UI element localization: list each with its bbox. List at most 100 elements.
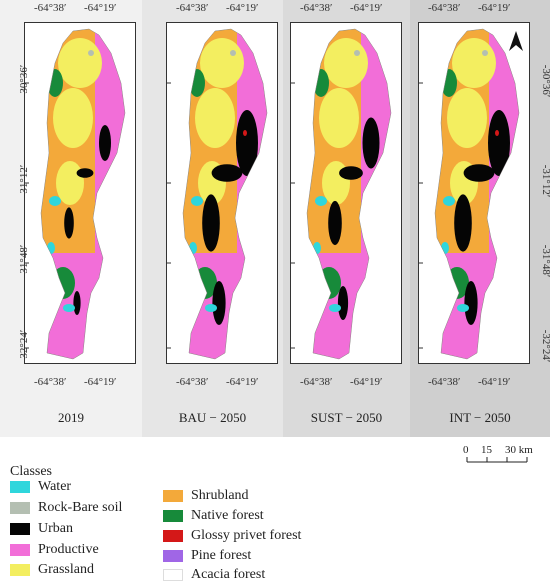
urban-area xyxy=(339,166,363,180)
lon-tick-label: -64°38′ xyxy=(300,2,333,14)
water-area xyxy=(329,304,341,312)
legend-label: Shrubland xyxy=(191,488,249,503)
legend-label: Grassland xyxy=(38,562,94,577)
native-forest-area xyxy=(313,69,329,97)
water-area xyxy=(457,304,469,312)
lat-tick-label: -30°36′ xyxy=(540,64,550,98)
legend-label: Urban xyxy=(38,521,73,536)
legend-title: Classes xyxy=(10,464,52,479)
native-forest-area xyxy=(317,267,341,299)
glossy-privet-area xyxy=(243,130,247,136)
legend-swatch xyxy=(10,523,30,535)
urban-area xyxy=(99,125,111,161)
legend-label: Native forest xyxy=(191,508,264,523)
productive-area xyxy=(95,29,125,359)
lat-tick-label: -30°36′ xyxy=(18,64,30,98)
productive-area xyxy=(41,253,125,359)
lon-tick-label: -64°19′ xyxy=(84,376,117,388)
legend-item: Rock-Bare soil xyxy=(10,500,122,516)
grassland-area xyxy=(324,38,368,88)
legend-item: Water xyxy=(10,479,71,495)
panel-title: BAU − 2050 xyxy=(178,410,247,425)
water-area xyxy=(49,196,61,206)
grassland-area xyxy=(200,38,244,88)
productive-area xyxy=(489,29,519,359)
legend-swatch xyxy=(10,502,30,514)
region-outline xyxy=(434,28,520,360)
legend-label: Pine forest xyxy=(191,548,252,563)
region-outline xyxy=(40,28,126,360)
legend-item: Native forest xyxy=(163,508,264,524)
lon-tick-label: -64°38′ xyxy=(176,376,209,388)
land-cover-map xyxy=(419,28,520,360)
lat-tick-label: -32°24′ xyxy=(540,329,550,363)
urban-area xyxy=(76,168,94,178)
legend-swatch xyxy=(163,530,183,542)
map-panel: -64°38′ -64°19′ -64°38′ -64°19′ -30°36′ -31°1… xyxy=(410,0,550,437)
panel-title: INT − 2050 xyxy=(449,410,511,425)
legend-swatch xyxy=(163,550,183,562)
urban-area xyxy=(454,194,472,252)
lon-tick-label: -64°38′ xyxy=(428,2,461,14)
legend-item: Shrubland xyxy=(163,488,249,504)
urban-area xyxy=(328,200,342,246)
scale-label-30: 30 km xyxy=(505,444,533,456)
lon-tick-label: -64°19′ xyxy=(226,376,259,388)
lon-tick-label: -64°38′ xyxy=(176,2,209,14)
grassland-area xyxy=(58,38,102,88)
grassland-area xyxy=(56,161,84,205)
legend-label: Water xyxy=(38,479,72,494)
lon-tick-label: -64°38′ xyxy=(34,376,67,388)
urban-area xyxy=(64,207,74,239)
lat-tick-label: -31°12′ xyxy=(18,164,30,198)
water-area xyxy=(191,196,203,206)
urban-area xyxy=(488,110,510,176)
legend-swatch xyxy=(10,481,30,493)
rock-bare-soil-area xyxy=(88,50,94,56)
map-frame xyxy=(166,22,278,364)
lon-tick-label: -64°19′ xyxy=(84,2,117,14)
lat-tick-label: -31°48′ xyxy=(18,244,30,278)
rock-bare-soil-area xyxy=(354,50,360,56)
legend-label: Rock-Bare soil xyxy=(38,500,123,515)
lat-tick-label: -31°48′ xyxy=(540,244,550,278)
lat-tick-label: -31°12′ xyxy=(540,164,550,198)
legend-label: Acacia forest xyxy=(191,567,266,582)
lon-tick-label: -64°19′ xyxy=(350,2,383,14)
region-outline xyxy=(182,28,268,360)
native-forest-area xyxy=(189,69,205,97)
land-cover-map xyxy=(167,28,268,360)
map-panel: -64°38′ -64°19′ -64°38′ -64°19′ BAU − 2050 xyxy=(142,0,283,437)
rock-bare-soil-area xyxy=(482,50,488,56)
urban-area xyxy=(362,117,380,169)
native-forest-area xyxy=(51,267,75,299)
north-arrow-icon xyxy=(508,30,524,57)
land-cover-map xyxy=(25,28,126,360)
grassland-area xyxy=(53,88,93,148)
lon-tick-label: -64°38′ xyxy=(428,376,461,388)
scale-bar-graphic xyxy=(466,457,528,463)
map-panel: -64°38′ -64°19′ -64°38′ -64°19′ SUST − 2050 xyxy=(283,0,410,437)
map-frame xyxy=(418,22,530,364)
legend-swatch xyxy=(163,510,183,522)
lon-tick-label: -64°38′ xyxy=(34,2,67,14)
native-forest-area xyxy=(47,69,63,97)
urban-area xyxy=(463,164,495,182)
legend-swatch xyxy=(163,569,183,581)
urban-area xyxy=(337,286,349,320)
lon-tick-label: -64°19′ xyxy=(350,376,383,388)
urban-area xyxy=(464,281,478,325)
grassland-area xyxy=(452,38,496,88)
grassland-area xyxy=(447,88,487,148)
scale-bar: 0 15 30 km xyxy=(463,444,538,473)
legend-item: Acacia forest xyxy=(163,567,265,583)
lon-tick-label: -64°19′ xyxy=(478,2,511,14)
panel-title: 2019 xyxy=(58,410,84,425)
urban-area xyxy=(236,110,258,176)
water-area xyxy=(443,196,455,206)
scale-label-15: 15 xyxy=(481,444,492,456)
productive-area xyxy=(361,29,391,359)
land-cover-map xyxy=(291,28,392,360)
legend-label: Productive xyxy=(38,542,99,557)
grassland-area xyxy=(319,88,359,148)
